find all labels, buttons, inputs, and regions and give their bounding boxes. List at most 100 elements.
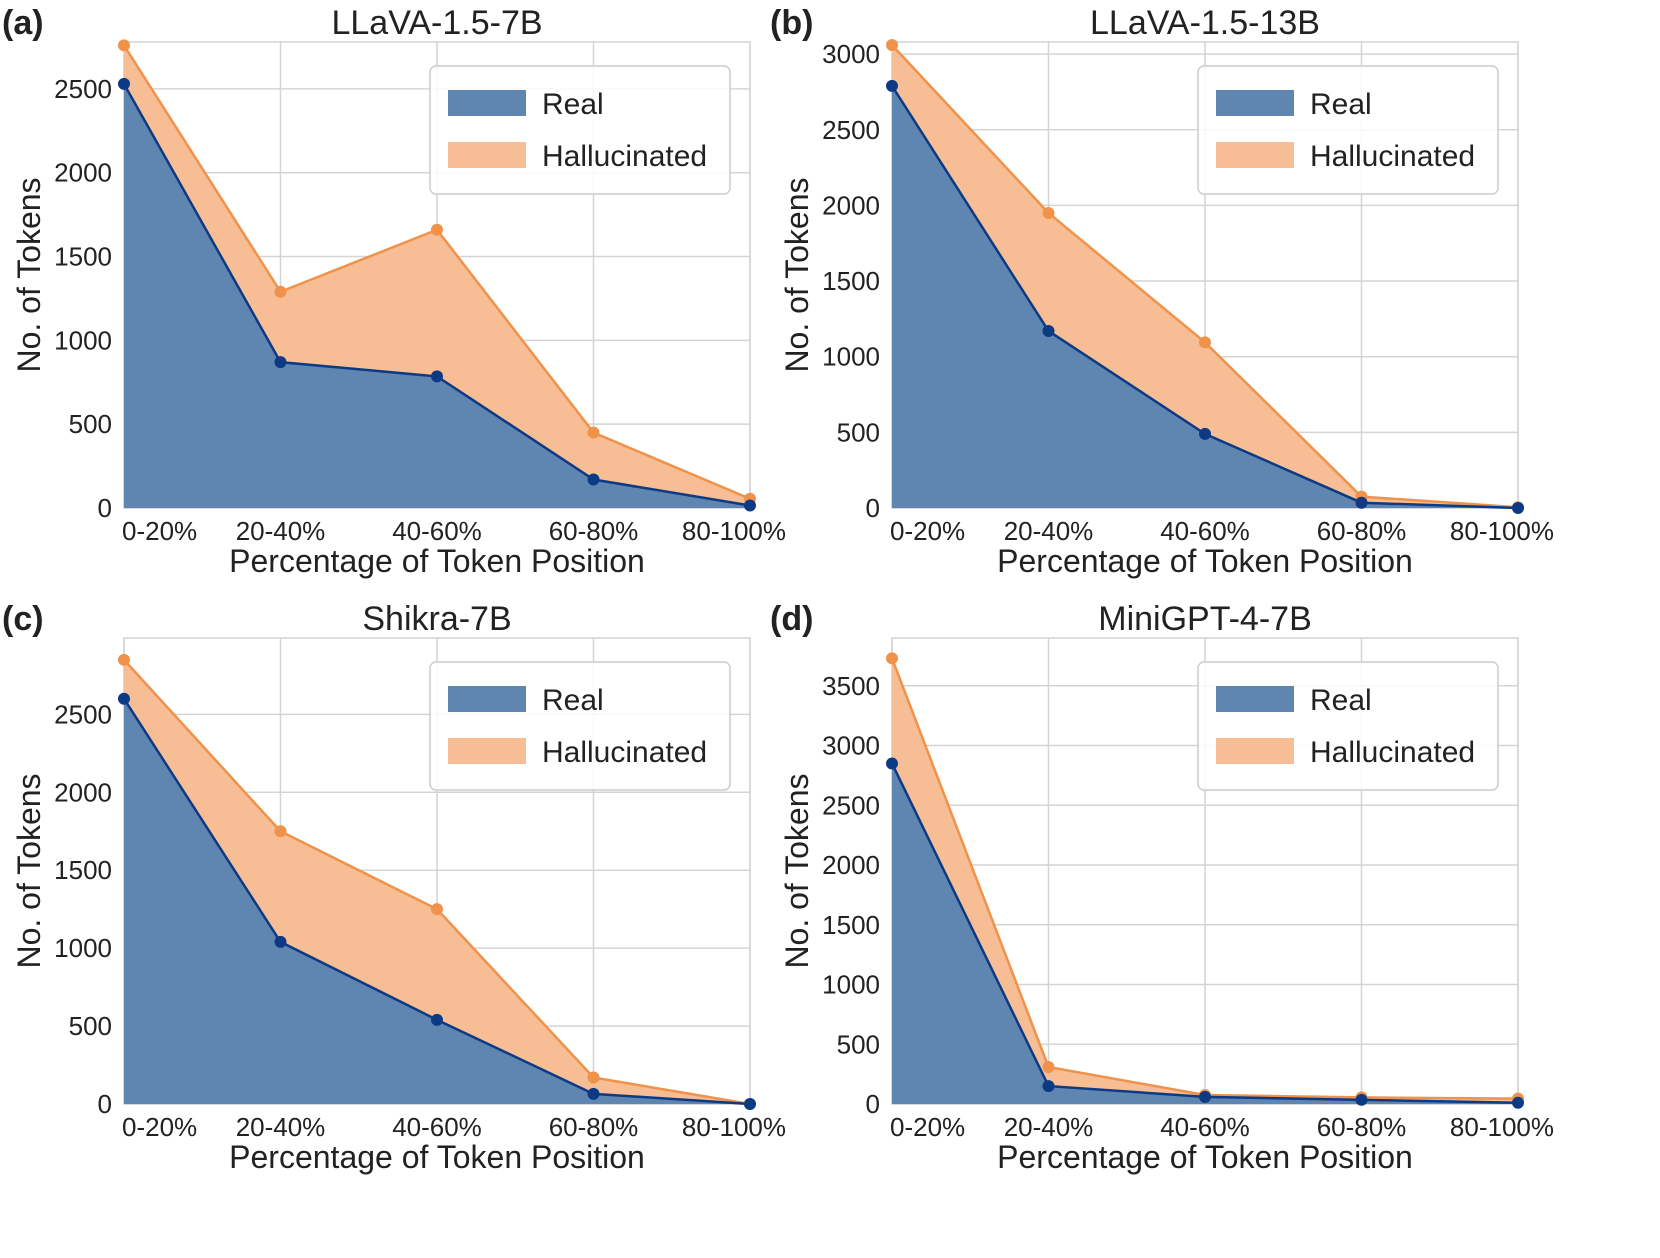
real-point <box>431 1013 443 1026</box>
legend-label-real: Real <box>542 684 604 717</box>
real-point <box>1042 324 1055 337</box>
real-point <box>587 1087 600 1100</box>
x-tick-label: 80-100% <box>1450 516 1554 546</box>
chart-panel-3: 0 500 1000 1500 2000 2500 3000 3500 0-20% 20-40% 4… <box>770 600 1554 1175</box>
y-tick-label: 2500 <box>822 115 880 145</box>
legend: Real Hallucinated <box>1197 661 1499 791</box>
x-axis-label: Percentage of Token Position <box>229 543 645 579</box>
y-tick-label: 1500 <box>54 242 112 272</box>
legend-box <box>1197 661 1499 791</box>
legend-label-hallucinated: Hallucinated <box>542 736 707 769</box>
legend-box <box>429 661 731 791</box>
hallucinated-point <box>1042 206 1055 219</box>
legend-box <box>1197 65 1499 195</box>
y-tick-label: 500 <box>69 1011 112 1041</box>
real-point <box>886 757 898 770</box>
y-tick-label: 2000 <box>54 158 112 188</box>
real-point <box>886 79 898 92</box>
x-tick-label: 20-40% <box>236 516 326 546</box>
legend-swatch-real <box>1216 90 1294 116</box>
hallucinated-point <box>587 426 600 439</box>
real-area <box>124 698 750 1104</box>
real-point <box>1512 1096 1524 1109</box>
real-point <box>744 1098 756 1110</box>
y-tick-label: 2000 <box>822 850 880 880</box>
real-point <box>118 77 130 90</box>
hallucinated-point <box>118 653 130 666</box>
chart-title: LLaVA-1.5-13B <box>1090 4 1320 42</box>
real-point <box>274 356 287 369</box>
chart-panel-2: 0 500 1000 1500 2000 2500 0-20% 20-40% 40-60% 60-… <box>2 600 786 1175</box>
panel-label: (c) <box>2 600 44 638</box>
legend: Real Hallucinated <box>429 661 731 791</box>
hallucinated-point <box>1042 1060 1055 1073</box>
legend-label-hallucinated: Hallucinated <box>1310 140 1475 173</box>
real-area <box>124 83 750 509</box>
x-axis-label: Percentage of Token Position <box>997 543 1413 579</box>
x-tick-label: 0-20% <box>122 516 197 546</box>
real-area <box>892 85 1518 509</box>
legend-swatch-hallucinated <box>448 142 526 168</box>
chart-title: Shikra-7B <box>362 600 511 638</box>
x-tick-label: 40-60% <box>1160 516 1250 546</box>
hallucinated-point <box>274 285 287 298</box>
legend-box <box>429 65 731 195</box>
legend-swatch-real <box>1216 686 1294 712</box>
x-tick-label: 40-60% <box>392 516 482 546</box>
real-point <box>1355 1093 1368 1106</box>
x-tick-label: 80-100% <box>1450 1112 1554 1142</box>
chart-title: LLaVA-1.5-7B <box>331 4 542 42</box>
y-tick-label: 1500 <box>822 910 880 940</box>
hallucinated-point <box>1199 336 1211 349</box>
y-axis-label: No. of Tokens <box>779 177 815 372</box>
real-point <box>431 370 443 383</box>
y-tick-label: 2500 <box>54 699 112 729</box>
y-tick-label: 1000 <box>822 970 880 1000</box>
chart-panel-1: 0 500 1000 1500 2000 2500 3000 0-20% 20-40% 40-60… <box>770 4 1554 579</box>
real-point <box>1199 427 1211 440</box>
x-tick-label: 20-40% <box>1004 1112 1094 1142</box>
legend-swatch-hallucinated <box>1216 738 1294 764</box>
x-tick-label: 0-20% <box>122 1112 197 1142</box>
real-point <box>1199 1090 1211 1103</box>
hallucinated-area <box>124 45 750 506</box>
real-point <box>1512 502 1524 514</box>
hallucinated-point <box>587 1071 600 1084</box>
panel-label: (a) <box>2 4 44 42</box>
hallucinated-point <box>274 825 287 838</box>
y-tick-label: 1000 <box>54 325 112 355</box>
x-tick-label: 20-40% <box>236 1112 326 1142</box>
x-tick-label: 60-80% <box>1317 516 1407 546</box>
legend-swatch-real <box>448 90 526 116</box>
x-tick-label: 80-100% <box>682 1112 786 1142</box>
real-area <box>892 763 1518 1104</box>
real-point <box>118 692 130 705</box>
y-tick-label: 1500 <box>54 855 112 885</box>
y-tick-label: 1000 <box>54 933 112 963</box>
x-tick-label: 0-20% <box>890 1112 965 1142</box>
hallucinated-area <box>892 45 1518 509</box>
y-tick-label: 500 <box>69 409 112 439</box>
y-tick-label: 3000 <box>822 39 880 69</box>
real-point <box>1042 1080 1055 1093</box>
y-tick-label: 500 <box>837 417 880 447</box>
legend-label-hallucinated: Hallucinated <box>542 140 707 173</box>
real-point <box>1355 496 1368 509</box>
chart-panel-0: 0 500 1000 1500 2000 2500 0-20% 20-40% 40-60% 60-… <box>2 4 786 579</box>
legend: Real Hallucinated <box>429 65 731 195</box>
y-tick-label: 3500 <box>822 671 880 701</box>
y-tick-label: 3000 <box>822 731 880 761</box>
y-tick-label: 0 <box>98 1089 112 1119</box>
x-tick-label: 60-80% <box>1317 1112 1407 1142</box>
panel-label: (d) <box>770 600 813 638</box>
legend-label-real: Real <box>1310 88 1372 121</box>
y-tick-label: 500 <box>837 1029 880 1059</box>
x-axis-label: Percentage of Token Position <box>229 1139 645 1175</box>
legend-label-real: Real <box>1310 684 1372 717</box>
real-point <box>587 473 600 486</box>
legend-swatch-real <box>448 686 526 712</box>
real-point <box>274 935 287 948</box>
hallucinated-point <box>886 39 898 52</box>
legend-swatch-hallucinated <box>448 738 526 764</box>
